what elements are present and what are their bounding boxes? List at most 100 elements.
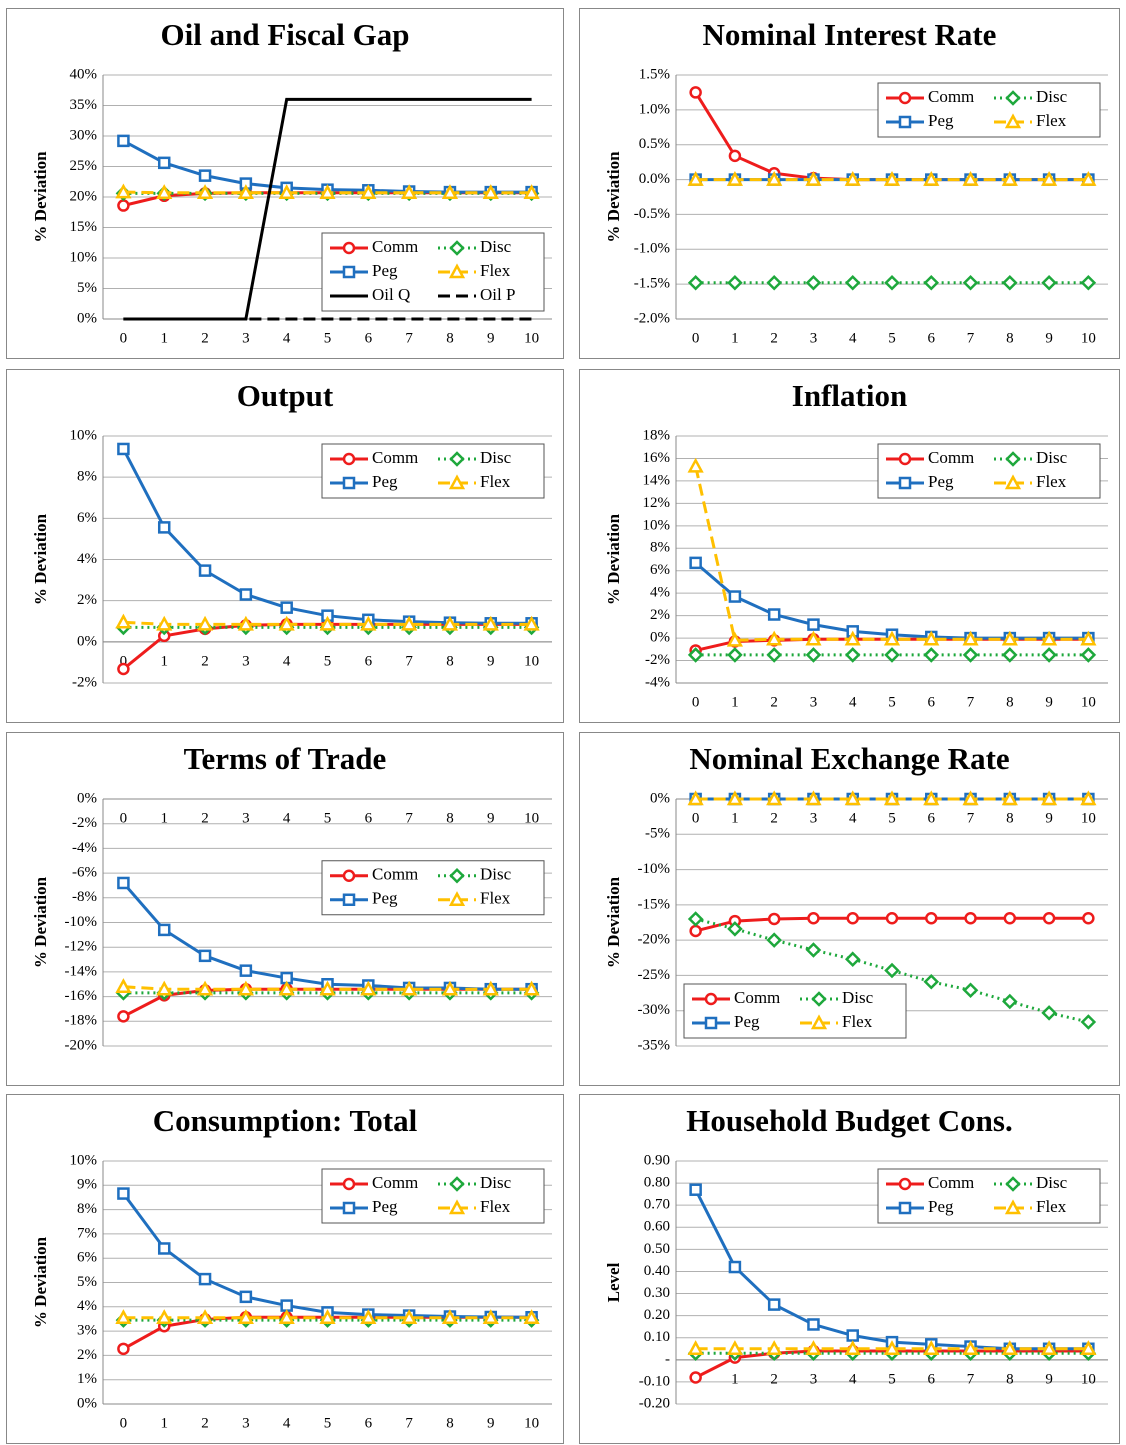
marker <box>401 615 418 631</box>
y-tick-label: -2% <box>72 674 97 690</box>
marker <box>898 1177 912 1191</box>
marker <box>704 992 718 1006</box>
x-tick-label: 3 <box>810 694 818 710</box>
legend-label: Oil P <box>480 285 515 304</box>
x-tick-label: 6 <box>928 810 936 826</box>
legend: Comm Disc Peg Flex <box>877 1168 1101 1224</box>
marker <box>342 1177 356 1191</box>
marker <box>689 1371 702 1384</box>
legend-label: Flex <box>842 1012 873 1031</box>
marker <box>342 893 356 906</box>
legend-label: Flex <box>480 261 511 280</box>
marker <box>237 980 254 996</box>
marker <box>805 274 822 291</box>
chart-panel: Inflation % Deviation -4% -2% 0% 2% 4% 6% 8% 10% 1… <box>579 369 1120 723</box>
marker <box>962 982 979 999</box>
marker <box>319 184 336 199</box>
y-tick-label: 12% <box>643 495 671 511</box>
marker <box>923 630 940 646</box>
marker <box>898 452 912 466</box>
marker <box>923 1340 940 1356</box>
marker <box>157 1242 171 1255</box>
marker <box>237 615 254 631</box>
x-tick-label: 1 <box>160 330 168 346</box>
marker <box>1004 474 1022 490</box>
marker <box>1042 912 1056 925</box>
marker <box>280 1299 293 1312</box>
legend-label: Flex <box>1036 1197 1067 1216</box>
y-tick-label: 4% <box>650 585 670 601</box>
marker <box>156 184 173 199</box>
marker <box>766 1340 783 1356</box>
marker <box>117 876 130 890</box>
marker <box>360 1309 377 1324</box>
y-tick-label: 14% <box>643 472 671 488</box>
y-tick-label: 35% <box>70 97 98 113</box>
marker <box>401 1309 418 1324</box>
marker <box>441 184 459 199</box>
y-tick-label: -2% <box>72 815 97 831</box>
x-tick-label: 6 <box>928 694 936 710</box>
y-axis-title: % Deviation <box>31 513 50 605</box>
y-tick-label: - <box>665 1351 670 1367</box>
x-tick-label: 7 <box>967 330 975 346</box>
marker <box>239 1290 253 1304</box>
y-tick-label: 10% <box>70 249 98 265</box>
marker <box>810 1014 828 1030</box>
x-tick-label: 5 <box>888 1371 896 1387</box>
y-tick-label: -0.5% <box>634 206 670 222</box>
legend-label: Peg <box>928 111 954 130</box>
legend-label: Flex <box>480 889 511 908</box>
x-tick-label: 2 <box>770 1371 778 1387</box>
x-tick-label: 10 <box>1081 1371 1096 1387</box>
marker <box>342 476 356 490</box>
legend-label: Flex <box>1036 472 1067 491</box>
x-tick-label: 1 <box>160 810 168 826</box>
y-tick-label: -6% <box>72 865 97 881</box>
y-tick-label: 0.30 <box>644 1285 670 1301</box>
marker <box>704 1016 718 1030</box>
legend-label: Comm <box>372 448 418 467</box>
y-tick-label: 2% <box>650 607 670 623</box>
x-tick-label: 4 <box>849 694 857 710</box>
marker <box>117 662 130 676</box>
marker <box>898 476 912 490</box>
marker <box>728 149 742 163</box>
x-tick-label: 0 <box>120 653 128 669</box>
chart-title: Output <box>237 378 334 413</box>
marker <box>156 980 173 996</box>
x-tick-label: 4 <box>283 1415 291 1431</box>
y-tick-label: -8% <box>72 889 97 905</box>
chart-panel: Output % Deviation -2% 0% 2% 4% 6% 8% 10% 0 1 2 3 4 5 6… <box>6 369 564 723</box>
legend-label: Disc <box>480 448 512 467</box>
x-tick-label: 1 <box>731 1371 739 1387</box>
legend-box <box>877 82 1101 138</box>
marker <box>846 1329 859 1342</box>
marker <box>1040 170 1058 186</box>
legend-label: Flex <box>480 1197 511 1216</box>
y-tick-label: -15% <box>638 896 671 912</box>
x-tick-label: 9 <box>487 1415 495 1431</box>
x-tick-label: 9 <box>487 330 495 346</box>
panel-border <box>579 369 1120 723</box>
y-tick-label: 10% <box>70 1152 98 1168</box>
marker <box>805 647 822 663</box>
marker <box>689 924 702 938</box>
y-tick-label: 0% <box>77 1395 97 1411</box>
y-tick-label: 0% <box>650 790 670 806</box>
x-tick-label: 3 <box>242 810 250 826</box>
legend-label: Comm <box>734 988 780 1007</box>
y-axis-title: % Deviation <box>31 876 50 968</box>
y-tick-label: -4% <box>72 840 97 856</box>
y-tick-label: 1.5% <box>639 66 670 82</box>
marker <box>766 274 782 291</box>
panel-border <box>579 1094 1120 1444</box>
marker <box>766 170 783 186</box>
marker <box>1080 1340 1097 1356</box>
y-tick-label: 40% <box>70 66 98 82</box>
marker <box>278 184 295 199</box>
marker <box>687 170 704 186</box>
marker <box>1080 647 1097 663</box>
series-line <box>695 917 1089 1024</box>
marker <box>884 274 900 291</box>
